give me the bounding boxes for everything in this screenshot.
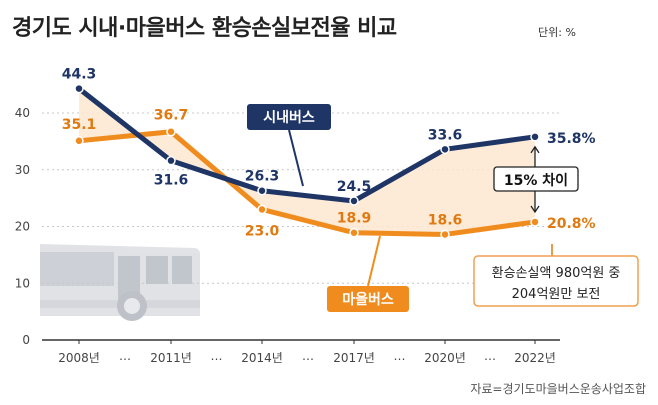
x-gap-marker: … [484,349,496,363]
data-point [349,227,359,238]
note-line-2: 204억원만 보전 [512,287,601,302]
data-point [349,196,359,206]
y-tick-label: 20 [15,220,30,234]
data-label: 44.3 [62,67,97,83]
series-line [76,86,538,204]
data-label: 23.0 [245,223,280,239]
data-point [530,132,540,142]
data-label: 18.6 [428,212,463,228]
data-label: 33.6 [428,127,463,143]
source-note: 자료=경기도마을버스운송사업조합 [470,382,646,396]
data-label: 24.5 [337,179,372,195]
note-line-1: 환승손실액 980억원 중 [492,266,621,281]
x-tick-label: 2008년 [58,351,100,365]
x-gap-marker: … [394,349,406,363]
chart-title: 경기도 시내·마을버스 환승손실보전율 비교 [12,16,397,41]
data-label: 31.6 [154,173,189,189]
gap-label-box [493,166,579,192]
x-tick-label: 2017년 [333,351,375,365]
x-gap-marker: … [302,349,314,363]
y-tick-label: 10 [15,276,30,290]
data-point [74,83,84,94]
x-gap-marker: … [119,349,131,363]
x-gap-marker: … [211,349,223,363]
series-line [76,129,538,237]
series-label-box [327,286,409,312]
data-point [257,185,267,196]
y-tick-label: 30 [15,163,30,177]
callout-leader [288,129,304,187]
y-tick-label: 0 [22,333,30,347]
callout-leader [367,235,381,287]
data-label: 35.1 [62,117,97,133]
data-point [530,217,540,227]
data-point [257,204,267,215]
x-tick-label: 2022년 [514,351,556,365]
data-label: 18.9 [337,211,372,227]
data-label: 26.3 [245,169,280,185]
note-box [473,255,639,307]
series-label-box [247,104,331,130]
gap-label: 15% 차이 [504,172,568,189]
data-point [440,144,450,155]
series-label: 시내버스 [263,109,315,126]
x-tick-label: 2014년 [241,351,283,365]
data-point [166,126,176,137]
bus-icon [40,244,200,321]
x-tick-label: 2011년 [150,351,192,365]
data-label: 20.8% [547,216,596,232]
y-tick-label: 40 [15,106,30,120]
unit-label: 단위: % [538,26,576,39]
data-label: 35.8% [547,131,596,147]
data-label: 36.7 [154,108,189,124]
data-point [440,229,450,240]
gap-arrow-head [530,145,540,154]
x-tick-label: 2020년 [424,351,466,365]
gap-area [79,88,535,235]
data-point [74,136,84,146]
series-label: 마을버스 [342,291,394,308]
gap-arrow-head [530,205,540,214]
data-point [166,155,176,166]
